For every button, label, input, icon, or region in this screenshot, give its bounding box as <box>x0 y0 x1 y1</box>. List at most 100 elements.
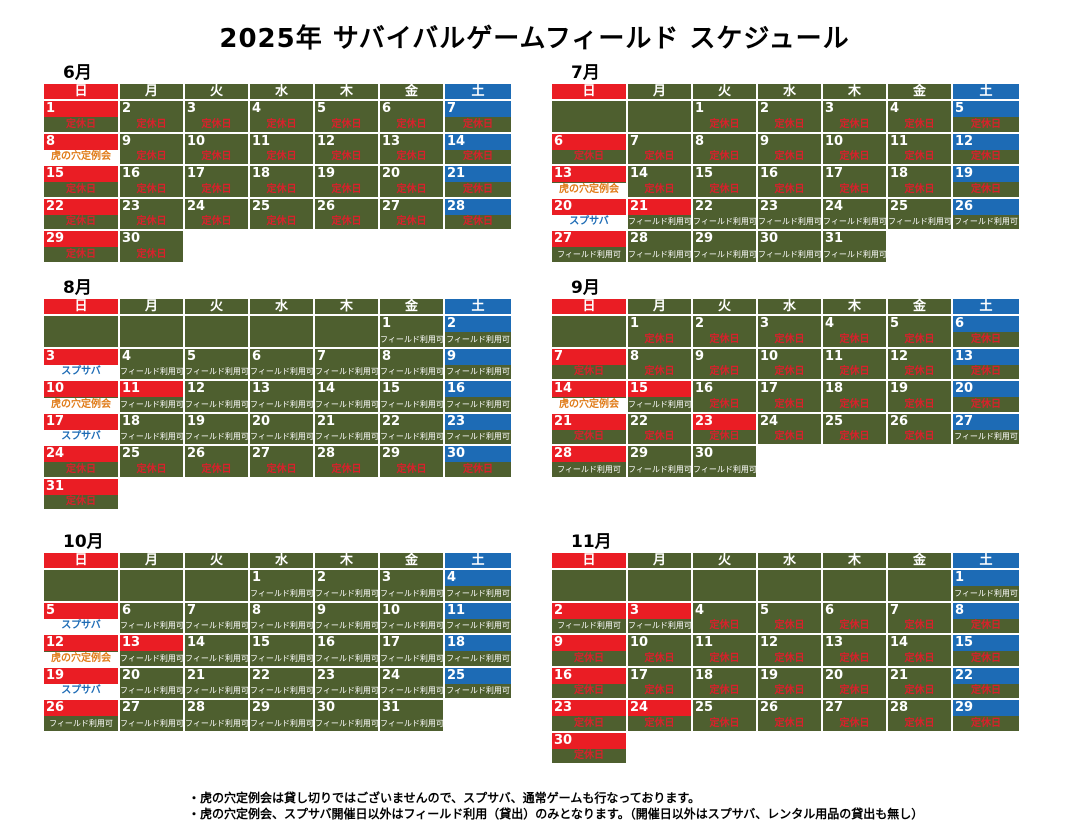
weekday-header: 水 <box>249 298 314 315</box>
open-label: フィールド利用可 <box>315 686 379 695</box>
blank-cell <box>952 731 1020 764</box>
empty-day-cell <box>314 315 379 348</box>
closed-label: 定休日 <box>136 248 167 260</box>
closed-label: 定休日 <box>396 216 427 227</box>
closed-label: 定休日 <box>136 216 167 227</box>
weekday-header: 水 <box>249 83 314 100</box>
blank-cell <box>887 731 952 764</box>
day-cell: 1 フィールド利用可 <box>379 315 444 348</box>
day-cell: 25 フィールド利用可 <box>444 666 512 699</box>
day-number: 31 <box>825 231 844 246</box>
closed-label: 定休日 <box>574 151 604 162</box>
day-number: 28 <box>630 231 649 246</box>
open-label: フィールド利用可 <box>120 367 184 376</box>
closed-label: 定休日 <box>644 685 675 696</box>
weekday-header: 水 <box>757 298 822 315</box>
day-strip <box>44 166 118 182</box>
closed-label: 定休日 <box>396 151 427 162</box>
day-cell: 27 フィールド利用可 <box>119 699 184 732</box>
tora-event-label: 虎の穴定例会 <box>552 182 626 197</box>
open-label: フィールド利用可 <box>888 217 952 226</box>
closed-label: 定休日 <box>774 398 805 410</box>
day-number: 17 <box>187 166 206 181</box>
day-number: 18 <box>825 381 844 396</box>
day-number: 14 <box>630 166 649 181</box>
day-number: 22 <box>695 198 714 214</box>
closed-label: 定休日 <box>904 717 935 729</box>
day-cell: 17 定休日 <box>822 165 887 198</box>
closed-label: 定休日 <box>774 183 805 195</box>
day-strip <box>44 381 118 397</box>
day-number: 17 <box>630 667 649 683</box>
day-cell: 9 定休日 <box>551 634 627 667</box>
day-cell: 4 定休日 <box>692 601 757 634</box>
week-row: 1 定休日 2 定休日 3 定休日 4 定休日 5 定休日 6 定休日 <box>551 315 1020 348</box>
open-label: フィールド利用可 <box>758 249 822 259</box>
closed-label: 定休日 <box>904 398 935 410</box>
day-strip <box>628 700 691 716</box>
day-cell: 12 フィールド利用可 <box>184 380 249 413</box>
day-cell: 13 定休日 <box>952 347 1020 380</box>
day-number: 15 <box>46 166 65 181</box>
week-row: 13 虎の穴定例会 14 定休日 15 定休日 16 定休日 17 定休日 18 定休日 19 定休日 <box>551 165 1020 198</box>
day-cell: 26 定休日 <box>184 445 249 478</box>
closed-label: 定休日 <box>839 151 870 162</box>
day-cell: 8 フィールド利用可 <box>249 601 314 634</box>
day-number: 10 <box>760 348 779 364</box>
day-number: 4 <box>252 101 262 116</box>
day-cell: 4 フィールド利用可 <box>119 347 184 380</box>
spsaba-event-label: スプサバ <box>44 430 118 444</box>
closed-label: 定休日 <box>463 463 493 475</box>
open-label: フィールド利用可 <box>628 464 692 474</box>
day-cell: 7 フィールド利用可 <box>314 347 379 380</box>
closed-label: 定休日 <box>201 183 232 195</box>
day-number: 9 <box>554 635 564 650</box>
day-cell: 7 フィールド利用可 <box>184 601 249 634</box>
day-cell: 22 フィールド利用可 <box>249 666 314 699</box>
day-cell: 6 定休日 <box>952 315 1020 348</box>
month-label: 8月 <box>63 278 92 298</box>
closed-label: 定休日 <box>331 118 362 130</box>
day-strip <box>953 413 1019 430</box>
day-number: 23 <box>447 413 466 429</box>
day-cell: 7 定休日 <box>887 601 952 634</box>
closed-label: 定休日 <box>839 620 870 631</box>
day-number: 5 <box>187 348 197 364</box>
closed-label: 定休日 <box>904 685 935 696</box>
day-cell: 3 フィールド利用可 <box>379 569 444 602</box>
day-cell: 26 定休日 <box>887 412 952 445</box>
weekday-header: 土 <box>444 83 512 100</box>
day-cell: 7 定休日 <box>551 347 627 380</box>
tora-event-label: 虎の穴定例会 <box>552 397 626 412</box>
day-number: 1 <box>46 101 56 116</box>
closed-label: 定休日 <box>644 366 675 377</box>
month-label: 10月 <box>63 532 104 552</box>
week-row: 5 スプサバ 6 フィールド利用可 7 フィールド利用可 8 フィールド利用可 9 フィールド利用… <box>43 601 512 634</box>
day-cell: 10 定休日 <box>627 634 692 667</box>
day-number: 25 <box>890 198 909 214</box>
week-row: 27 フィールド利用可 28 フィールド利用可 29 フィールド利用可 30 フィールド利用可… <box>551 230 1020 263</box>
day-number: 4 <box>447 570 457 585</box>
day-number: 29 <box>955 700 974 715</box>
day-cell: 3 フィールド利用可 <box>627 601 692 634</box>
open-label: フィールド利用可 <box>315 718 379 728</box>
closed-label: 定休日 <box>774 685 805 696</box>
weekday-header: 日 <box>43 298 119 315</box>
open-label: フィールド利用可 <box>446 432 510 441</box>
closed-label: 定休日 <box>574 750 604 761</box>
day-cell: 4 フィールド利用可 <box>444 569 512 602</box>
day-cell: 27 定休日 <box>379 197 444 230</box>
day-number: 19 <box>46 667 65 683</box>
empty-day-cell <box>119 569 184 602</box>
day-number: 3 <box>825 101 835 116</box>
day-cell: 31 フィールド利用可 <box>822 230 887 263</box>
day-cell: 26 フィールド利用可 <box>43 699 119 732</box>
weekday-header: 日 <box>551 552 627 569</box>
day-number: 3 <box>46 348 56 364</box>
calendar-table: 日月火水木金土 1 フィールド利用可 2 フィールド利用可 3 フィールド利用可 4 定休日 5 定… <box>551 552 1020 764</box>
day-cell: 23 フィールド利用可 <box>444 412 512 445</box>
day-cell: 14 フィールド利用可 <box>184 634 249 667</box>
open-label: フィールド利用可 <box>250 399 314 409</box>
day-strip <box>445 413 511 430</box>
day-number: 30 <box>554 732 573 748</box>
